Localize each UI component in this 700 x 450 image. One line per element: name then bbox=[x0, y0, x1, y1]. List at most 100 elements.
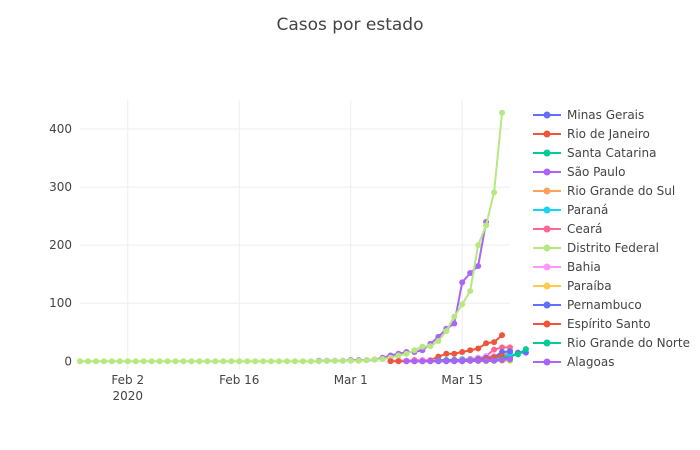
legend-marker bbox=[543, 168, 551, 176]
legend-marker bbox=[543, 111, 551, 119]
data-point bbox=[403, 358, 410, 365]
legend-item[interactable]: Minas Gerais bbox=[533, 108, 644, 122]
legend-item[interactable]: Alagoas bbox=[533, 355, 614, 369]
data-point bbox=[459, 279, 466, 286]
data-point bbox=[284, 358, 291, 365]
data-point bbox=[451, 358, 458, 365]
data-point bbox=[77, 358, 83, 365]
data-point bbox=[451, 313, 458, 320]
data-point bbox=[451, 320, 458, 327]
data-point bbox=[475, 345, 482, 352]
y-tick-label: 400 bbox=[49, 122, 72, 136]
data-point bbox=[411, 358, 418, 365]
data-point bbox=[236, 358, 243, 365]
legend-marker bbox=[543, 339, 551, 347]
legend-marker bbox=[543, 187, 551, 195]
data-point bbox=[395, 352, 402, 359]
data-point bbox=[499, 109, 506, 116]
data-point bbox=[419, 358, 426, 365]
legend-marker bbox=[543, 301, 551, 309]
legend-item[interactable]: Paraná bbox=[533, 203, 608, 217]
data-point bbox=[116, 358, 123, 365]
data-point bbox=[188, 358, 195, 365]
legend-marker bbox=[543, 282, 551, 290]
data-point bbox=[467, 270, 474, 277]
legend-marker bbox=[543, 149, 551, 157]
data-point bbox=[156, 358, 163, 365]
data-point bbox=[443, 350, 450, 357]
y-tick-label: 0 bbox=[64, 354, 72, 368]
legend-item[interactable]: Bahia bbox=[533, 260, 601, 274]
legend-marker bbox=[543, 320, 551, 328]
data-point bbox=[395, 358, 402, 365]
data-point bbox=[459, 349, 466, 355]
legend-item[interactable]: Rio Grande do Norte bbox=[533, 336, 690, 350]
legend-item[interactable]: Distrito Federal bbox=[533, 241, 659, 255]
data-point bbox=[379, 355, 386, 362]
chart-title: Casos por estado bbox=[277, 15, 424, 35]
legend-label: São Paulo bbox=[567, 165, 625, 179]
legend-item[interactable]: Rio de Janeiro bbox=[533, 127, 650, 141]
data-point bbox=[276, 358, 283, 365]
data-point bbox=[411, 347, 418, 354]
y-tick-label: 200 bbox=[49, 238, 72, 252]
data-point bbox=[260, 358, 267, 365]
data-point bbox=[467, 357, 474, 364]
legend-item[interactable]: Santa Catarina bbox=[533, 146, 656, 160]
data-point bbox=[299, 358, 306, 365]
data-point bbox=[491, 346, 498, 353]
data-point bbox=[84, 358, 91, 365]
data-point bbox=[507, 355, 513, 362]
data-point bbox=[220, 358, 227, 365]
legend-label: Espírito Santo bbox=[567, 317, 651, 331]
data-point bbox=[100, 358, 107, 365]
data-point bbox=[419, 343, 426, 350]
legend-item[interactable]: São Paulo bbox=[533, 165, 625, 179]
legend-item[interactable]: Paraíba bbox=[533, 279, 612, 293]
series-são-paulo bbox=[315, 218, 490, 364]
legend-label: Paraná bbox=[567, 203, 608, 217]
legend-item[interactable]: Ceará bbox=[533, 222, 602, 236]
data-point bbox=[514, 351, 521, 358]
y-axis: 0 100 200 300 400 bbox=[49, 122, 72, 368]
legend-item[interactable]: Pernambuco bbox=[533, 298, 642, 312]
data-point bbox=[212, 358, 219, 365]
legend-item[interactable]: Espírito Santo bbox=[533, 317, 651, 331]
legend-marker bbox=[543, 244, 551, 252]
data-point bbox=[315, 358, 322, 365]
legend[interactable]: Minas Gerais Rio de Janeiro Santa Catarina… bbox=[533, 108, 690, 369]
data-point bbox=[459, 358, 466, 365]
data-point bbox=[483, 222, 490, 229]
legend-marker bbox=[543, 225, 551, 233]
data-point bbox=[164, 358, 171, 365]
x-axis: Feb 2 2020 Feb 16 Mar 1 Mar 15 bbox=[111, 373, 483, 403]
data-point bbox=[172, 358, 179, 365]
data-point bbox=[92, 358, 99, 365]
data-point bbox=[331, 357, 338, 364]
legend-marker bbox=[543, 130, 551, 138]
data-point bbox=[443, 358, 450, 365]
data-point bbox=[323, 357, 330, 364]
data-point bbox=[499, 332, 506, 339]
data-point bbox=[180, 358, 187, 365]
data-point bbox=[507, 348, 513, 355]
y-tick-label: 300 bbox=[49, 180, 72, 194]
data-point bbox=[108, 358, 115, 365]
data-point bbox=[124, 358, 131, 365]
legend-label: Minas Gerais bbox=[567, 108, 644, 122]
data-point bbox=[252, 358, 259, 365]
y-tick-label: 100 bbox=[49, 296, 72, 310]
data-point bbox=[292, 358, 298, 365]
data-point bbox=[228, 358, 235, 365]
data-point bbox=[204, 358, 211, 365]
x-tick-sublabel: 2020 bbox=[113, 389, 144, 403]
legend-item[interactable]: Rio Grande do Sul bbox=[533, 184, 675, 198]
data-point bbox=[467, 347, 474, 354]
data-point bbox=[483, 357, 490, 364]
series-alagoas bbox=[403, 355, 513, 365]
data-point bbox=[499, 344, 506, 351]
data-point bbox=[427, 358, 434, 365]
data-point bbox=[427, 343, 434, 350]
legend-label: Ceará bbox=[567, 222, 602, 236]
x-tick-label: Mar 15 bbox=[441, 373, 483, 387]
